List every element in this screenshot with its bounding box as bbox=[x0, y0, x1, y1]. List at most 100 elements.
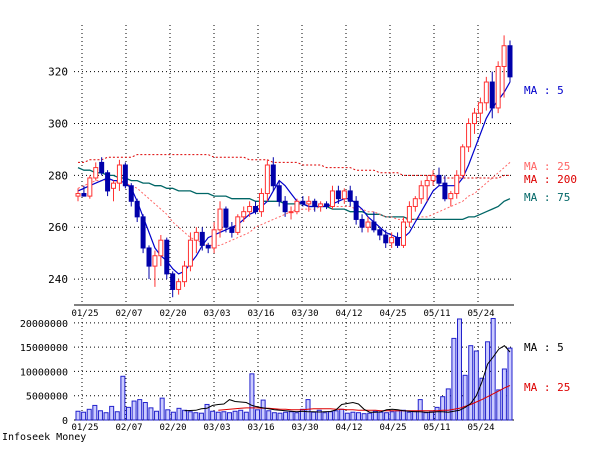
candle-body bbox=[353, 200, 359, 220]
volume-bar bbox=[114, 411, 120, 421]
volume-legend-entry: MA : 5 bbox=[524, 341, 564, 354]
volume-bar bbox=[238, 409, 244, 421]
candle-body bbox=[253, 205, 259, 213]
candle-body bbox=[300, 200, 306, 205]
volume-bar bbox=[243, 411, 249, 421]
price-x-tick-label: 04/12 bbox=[335, 309, 362, 319]
candle-body bbox=[288, 211, 294, 214]
volume-panel: 0 5000000 10000000 15000000 20000000 01/25 02… bbox=[20, 317, 570, 433]
candle-body bbox=[495, 65, 501, 109]
volume-bar bbox=[423, 412, 429, 421]
price-x-tick-label: 03/03 bbox=[203, 309, 230, 319]
candle-body bbox=[335, 190, 341, 200]
volume-bar bbox=[232, 410, 238, 421]
price-panel: 240 260 280 300 320 01/25 02/07 02/20 03/03 03/1… bbox=[48, 25, 577, 319]
price-x-tick-label: 02/07 bbox=[115, 309, 142, 319]
volume-bar bbox=[473, 350, 479, 421]
volume-x-tick-label: 03/03 bbox=[203, 423, 230, 433]
candle-body bbox=[430, 174, 436, 182]
volume-bar bbox=[311, 411, 317, 421]
candle-body bbox=[359, 218, 365, 228]
candle-body bbox=[258, 193, 264, 213]
candle-body bbox=[318, 203, 324, 207]
candle-body bbox=[412, 198, 418, 207]
volume-bar bbox=[176, 407, 182, 421]
volume-legend-entry: MA : 25 bbox=[524, 381, 570, 394]
volume-bar bbox=[137, 399, 143, 421]
candle-body bbox=[395, 237, 401, 246]
volume-x-tick-label: 02/07 bbox=[115, 423, 142, 433]
candle-body bbox=[400, 221, 406, 246]
volume-bar bbox=[316, 409, 322, 421]
candle-body bbox=[158, 239, 164, 257]
volume-bar bbox=[485, 341, 491, 421]
candle-body bbox=[306, 200, 312, 205]
volume-bar bbox=[378, 411, 384, 421]
volume-legend: MA : 5 MA : 25 bbox=[524, 341, 570, 394]
candle-body bbox=[389, 237, 395, 244]
volume-bar bbox=[249, 373, 255, 421]
volume-bar bbox=[361, 413, 367, 421]
volume-x-tick-label: 04/12 bbox=[335, 423, 362, 433]
volume-bar bbox=[451, 337, 457, 421]
candle-body bbox=[241, 211, 247, 218]
volume-bar bbox=[400, 409, 406, 421]
candle-body bbox=[187, 239, 193, 267]
volume-bar bbox=[457, 318, 463, 421]
volume-bar bbox=[75, 410, 81, 421]
price-y-tick-label: 320 bbox=[48, 66, 68, 79]
candle-body bbox=[442, 182, 448, 200]
candle-body bbox=[99, 161, 105, 174]
volume-bar bbox=[412, 410, 418, 421]
volume-bar bbox=[92, 404, 98, 421]
candle-body bbox=[329, 190, 335, 207]
volume-bar bbox=[333, 410, 339, 421]
price-grid bbox=[74, 25, 514, 306]
candlesticks bbox=[75, 35, 513, 298]
volume-bar bbox=[260, 399, 266, 421]
candle-body bbox=[324, 203, 330, 207]
price-x-tick-label: 04/25 bbox=[379, 309, 406, 319]
candle-body bbox=[105, 172, 111, 192]
volume-bar bbox=[372, 410, 378, 421]
candle-body bbox=[140, 216, 146, 249]
volume-bar bbox=[389, 411, 395, 421]
candle-body bbox=[466, 123, 472, 148]
volume-x-tick-label: 01/25 bbox=[71, 423, 98, 433]
volume-x-tick-label: 02/20 bbox=[159, 423, 186, 433]
candle-body bbox=[294, 200, 300, 213]
volume-bar bbox=[322, 412, 328, 421]
volume-bar bbox=[198, 412, 204, 421]
candle-body bbox=[223, 208, 229, 228]
volume-bar bbox=[490, 317, 496, 421]
candle-body bbox=[116, 164, 122, 184]
candle-body bbox=[93, 167, 99, 179]
volume-x-tick-label: 04/25 bbox=[379, 423, 406, 433]
candle-body bbox=[489, 81, 495, 109]
price-moving-averages bbox=[77, 81, 511, 275]
price-y-tick-label: 280 bbox=[48, 169, 68, 182]
volume-bar bbox=[148, 407, 154, 421]
price-legend-entry: MA : 200 bbox=[524, 173, 577, 186]
volume-bar bbox=[406, 411, 412, 421]
price-x-tick-label: 05/24 bbox=[467, 309, 494, 319]
volume-y-tick-label: 5000000 bbox=[26, 392, 68, 403]
candle-body bbox=[128, 185, 134, 202]
candle-body bbox=[199, 231, 205, 246]
volume-bar bbox=[384, 412, 390, 421]
price-legend-entry: MA : 75 bbox=[524, 191, 570, 204]
candle-body bbox=[501, 45, 507, 67]
volume-bar bbox=[170, 411, 176, 421]
candle-body bbox=[406, 205, 412, 223]
price-legend-entry: MA : 25 bbox=[524, 160, 570, 173]
candle-body bbox=[122, 164, 128, 187]
volume-bar bbox=[81, 411, 87, 421]
candle-body bbox=[471, 112, 477, 125]
ma200-line bbox=[78, 154, 510, 179]
volume-y-tick-label: 15000000 bbox=[20, 343, 68, 354]
candle-body bbox=[477, 102, 483, 114]
volume-bar bbox=[204, 403, 210, 421]
candle-body bbox=[270, 164, 276, 187]
